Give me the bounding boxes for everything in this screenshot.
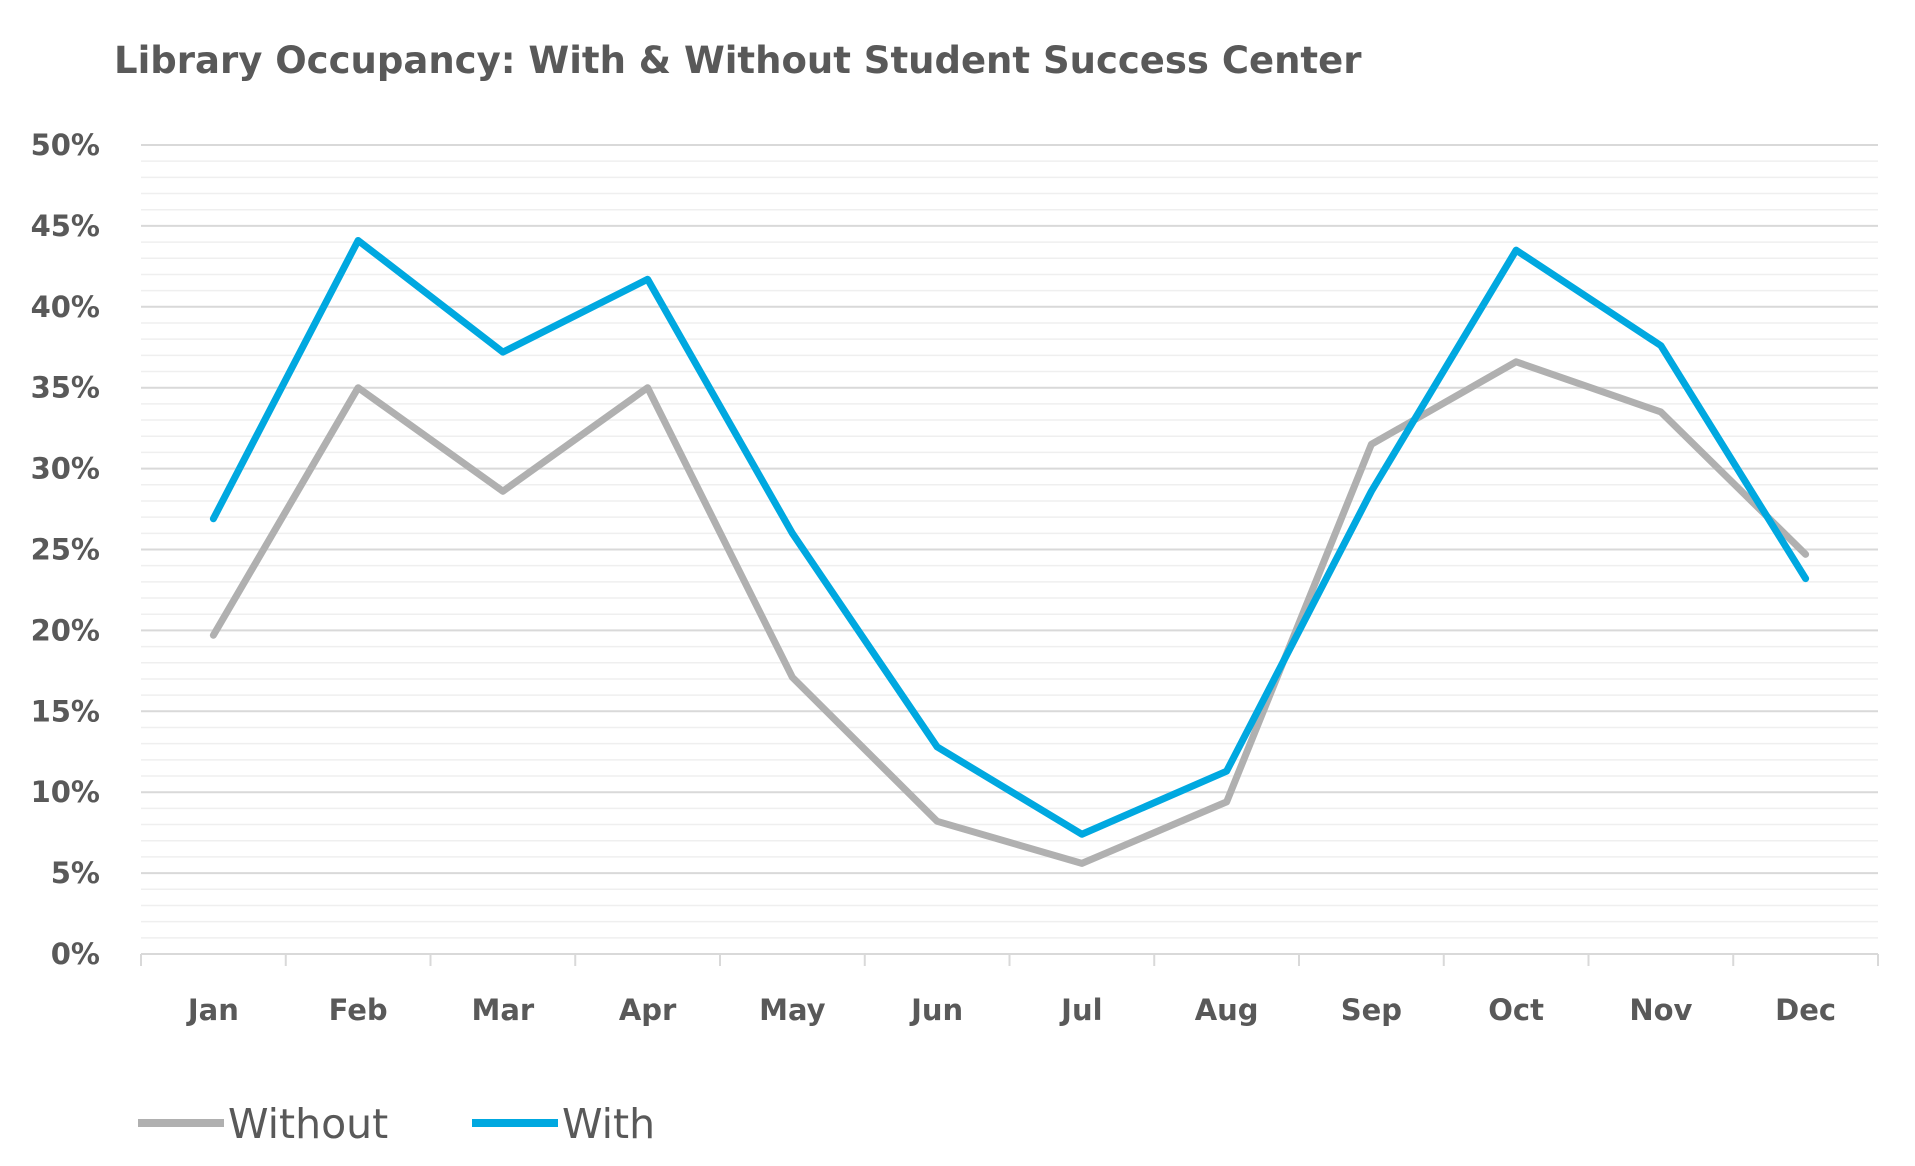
x-tick-label: Feb [329,993,388,1027]
x-tick-label: Sep [1341,993,1402,1027]
y-tick-label: 30% [31,452,100,486]
y-axis: 0% 5% 10% 15% 20% 25% 30% 35% 40% 45% 50% [31,128,100,971]
y-tick-label: 0% [51,937,100,971]
series-line-without [209,358,1810,867]
gridlines [140,144,1879,966]
x-tick-label: Dec [1775,993,1836,1027]
legend-label: With [562,1100,655,1148]
y-tick-label: 10% [31,775,100,809]
y-tick-label: 45% [31,209,100,243]
x-tick-label: Aug [1195,993,1259,1027]
y-tick-label: 5% [51,856,100,890]
y-tick-label: 25% [31,533,100,567]
y-tick-label: 40% [31,290,100,324]
legend-item-without: Without [138,1100,388,1148]
y-tick-label: 35% [31,371,100,405]
x-tick-label: Oct [1488,993,1544,1027]
legend: Without With [138,1100,655,1148]
x-axis: Jan Feb Mar Apr May Jun Jul Aug Sep Oct Nov Dec [186,993,1836,1027]
x-tick-label: May [759,993,826,1027]
y-tick-label: 20% [31,613,100,647]
series-line-with [209,236,1810,838]
y-tick-label: 15% [31,694,100,728]
chart-title: Library Occupancy: With & Without Studen… [114,39,1362,82]
x-tick-label: Jan [186,993,239,1027]
legend-label: Without [228,1100,388,1148]
x-tick-label: Jun [909,993,963,1027]
x-tick-label: Nov [1629,993,1692,1027]
series-lines [209,236,1810,867]
y-tick-label: 50% [31,128,100,162]
x-tick-label: Apr [619,993,677,1027]
legend-item-with: With [472,1100,655,1148]
x-tick-label: Jul [1059,993,1102,1027]
x-tick-label: Mar [472,993,535,1027]
